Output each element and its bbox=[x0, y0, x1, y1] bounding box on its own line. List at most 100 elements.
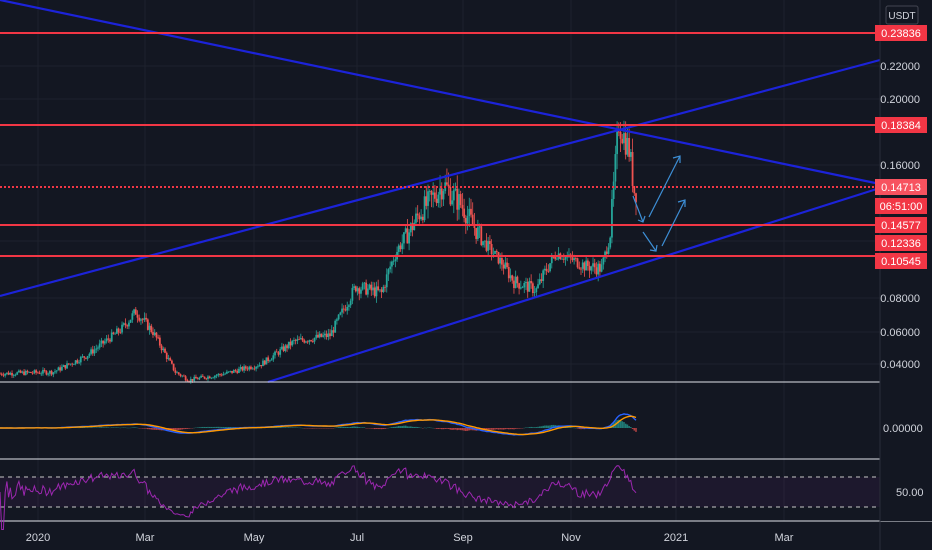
candle-body bbox=[421, 216, 424, 221]
arrow-up-2[interactable] bbox=[661, 199, 686, 247]
candle-body bbox=[378, 289, 381, 291]
macd-histogram-bar bbox=[155, 428, 158, 430]
candle-body bbox=[167, 358, 170, 359]
macd-histogram-bar bbox=[415, 426, 417, 428]
candle-body bbox=[494, 250, 496, 254]
candle-body bbox=[490, 244, 493, 254]
macd-histogram-bar bbox=[631, 428, 634, 430]
candle-body bbox=[609, 237, 612, 248]
candle-body bbox=[227, 371, 230, 373]
candle-body bbox=[480, 226, 483, 246]
macd-histogram-bar bbox=[98, 427, 101, 428]
projection-arrows[interactable] bbox=[632, 155, 686, 252]
candle-body bbox=[619, 131, 622, 139]
level-tag-label: 0.14713 bbox=[881, 182, 921, 194]
macd-pane bbox=[0, 413, 637, 436]
macd-histogram-bar bbox=[442, 428, 445, 430]
macd-histogram-bar bbox=[437, 428, 440, 429]
macd-histogram-bar bbox=[544, 425, 546, 428]
macd-histogram-bar bbox=[184, 428, 187, 430]
macd-histogram-bar bbox=[186, 428, 189, 429]
macd-histogram-bar bbox=[399, 426, 402, 428]
candle-body bbox=[394, 259, 397, 261]
macd-histogram-bar bbox=[222, 426, 225, 428]
candle-body bbox=[459, 194, 462, 205]
candle-body bbox=[262, 360, 264, 367]
macd-histogram-bar bbox=[312, 428, 314, 429]
macd-histogram-bar bbox=[518, 428, 520, 429]
time-axis[interactable]: 2020 Mar May Jul Sep Nov 2021 Mar bbox=[26, 532, 794, 544]
candle-body bbox=[205, 378, 208, 380]
time-tick-label: 2020 bbox=[26, 532, 50, 544]
arrow-down-1[interactable] bbox=[632, 195, 644, 223]
time-tick-label: 2021 bbox=[664, 532, 688, 544]
macd-histogram-bar bbox=[514, 428, 517, 429]
macd-histogram-bar bbox=[224, 426, 226, 428]
macd-histogram-bar bbox=[107, 427, 110, 428]
candle-body bbox=[98, 343, 101, 348]
currency-box[interactable] bbox=[885, 5, 919, 25]
candle-body bbox=[110, 332, 113, 342]
macd-histogram-bar bbox=[581, 428, 584, 429]
candle-body bbox=[397, 245, 400, 253]
candle-body bbox=[492, 253, 495, 255]
macd-histogram-bar bbox=[451, 428, 453, 430]
candle-body bbox=[172, 363, 175, 371]
candle-body bbox=[409, 223, 412, 233]
candle-body bbox=[535, 288, 538, 293]
macd-histogram-bar bbox=[618, 419, 620, 428]
time-tick-label: Mar bbox=[775, 532, 794, 544]
candle-body bbox=[507, 267, 510, 279]
candle-body bbox=[81, 356, 84, 358]
trend-line-ascending-lower[interactable] bbox=[267, 186, 881, 384]
time-tick-label: Sep bbox=[453, 532, 473, 544]
candle-body bbox=[306, 341, 309, 343]
macd-histogram-bar bbox=[495, 428, 498, 430]
candle-body bbox=[129, 319, 132, 323]
macd-histogram-bar bbox=[411, 426, 414, 428]
macd-histogram-bar bbox=[418, 427, 421, 428]
candle-body bbox=[186, 380, 189, 382]
candle-body bbox=[310, 340, 313, 342]
macd-histogram-bar bbox=[289, 427, 292, 428]
arrow-down-2-head bbox=[649, 244, 658, 252]
trend-line-descending[interactable] bbox=[0, 0, 881, 186]
price-tick-label: 0.08000 bbox=[880, 293, 920, 305]
macd-histogram-bar bbox=[403, 425, 405, 428]
macd-histogram-bar bbox=[90, 427, 92, 428]
macd-histogram-bar bbox=[150, 428, 153, 430]
candle-body bbox=[533, 292, 536, 294]
candle-body bbox=[109, 339, 111, 342]
candle-body bbox=[24, 370, 27, 375]
candle-body bbox=[67, 363, 70, 365]
macd-histogram-bar bbox=[580, 428, 582, 430]
macd-histogram-bar bbox=[370, 428, 373, 429]
candle-body bbox=[40, 373, 43, 375]
candle-body bbox=[191, 378, 194, 381]
macd-histogram-bar bbox=[147, 428, 149, 430]
macd-histogram-bar bbox=[172, 428, 175, 431]
candle-body bbox=[179, 374, 182, 376]
candle-body bbox=[238, 368, 240, 373]
candle-body bbox=[138, 317, 141, 321]
candle-body bbox=[413, 222, 416, 231]
macd-histogram-bar bbox=[293, 427, 295, 428]
horizontal-levels[interactable] bbox=[0, 32, 880, 257]
candle-body bbox=[121, 324, 123, 333]
macd-histogram-bar bbox=[205, 426, 208, 428]
macd-histogram-bar bbox=[284, 427, 287, 428]
macd-histogram-bar bbox=[380, 428, 383, 430]
arrow-down-2[interactable] bbox=[642, 231, 657, 252]
macd-histogram-bar bbox=[286, 427, 288, 428]
arrow-up-1[interactable] bbox=[648, 155, 681, 218]
candle-body bbox=[267, 357, 270, 361]
candle-body bbox=[136, 314, 139, 318]
candle-body bbox=[277, 352, 280, 355]
macd-histogram-bar bbox=[392, 426, 395, 428]
macd-histogram-bar bbox=[461, 428, 464, 431]
macd-histogram-bar bbox=[336, 427, 338, 428]
candle-body bbox=[220, 374, 223, 376]
candle-body bbox=[140, 319, 142, 321]
candle-body bbox=[344, 309, 347, 311]
